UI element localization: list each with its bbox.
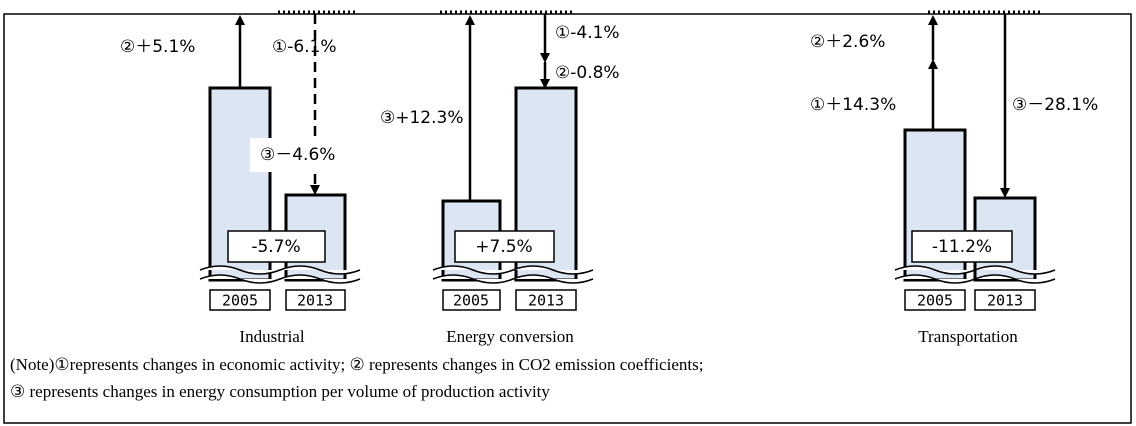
year-box (209, 289, 271, 311)
sector-label: Industrial (239, 327, 304, 346)
factor-label: ①＋14.3% (810, 95, 896, 115)
group-industrial: ②＋5.1% ①-6.1% ③－4.6% -5.7% 2005 2013 Ind… (120, 10, 368, 346)
break (894, 265, 1056, 284)
total-label: -5.7% (251, 237, 300, 257)
factor-label: ②＋2.6% (810, 32, 885, 52)
factor-label: ③－28.1% (1012, 95, 1098, 115)
year-label: 2005 (453, 292, 489, 310)
frame (3, 13, 1132, 424)
year-label: 2013 (987, 292, 1023, 310)
total-box (911, 230, 1013, 263)
total-label: -11.2% (932, 237, 992, 257)
group-transportation: ②＋2.6% ①＋14.3% ③－28.1% -11.2% 2005 2013 … (810, 10, 1098, 346)
total-box (454, 230, 555, 263)
break (199, 265, 361, 284)
year-box (442, 289, 501, 311)
total-box (227, 230, 326, 263)
factor-label: ①-4.1% (555, 23, 620, 43)
year-box (515, 289, 577, 311)
group-energy: ①-4.1% ②-0.8% ③+12.3% +7.5% 2005 2013 En… (380, 10, 620, 346)
factor-label: ①-6.1% (272, 37, 337, 57)
total-label: +7.5% (475, 237, 532, 257)
factor-label: ②＋5.1% (120, 37, 195, 57)
label-bg (250, 138, 368, 172)
year-label: 2013 (297, 292, 333, 310)
factor-label: ③+12.3% (380, 108, 464, 128)
note-line: (Note)①represents changes in economic ac… (10, 355, 703, 374)
year-box (974, 289, 1036, 311)
note-line: ③ represents changes in energy consumpti… (10, 382, 550, 401)
sector-label: Transportation (918, 327, 1018, 346)
break (432, 265, 594, 284)
year-label: 2013 (528, 292, 564, 310)
year-label: 2005 (917, 292, 953, 310)
factor-label: ②-0.8% (555, 63, 620, 83)
year-box (285, 289, 346, 311)
year-label: 2005 (222, 292, 258, 310)
factor-label: ③－4.6% (260, 145, 335, 165)
year-box (904, 289, 966, 311)
sector-label: Energy conversion (446, 327, 574, 346)
